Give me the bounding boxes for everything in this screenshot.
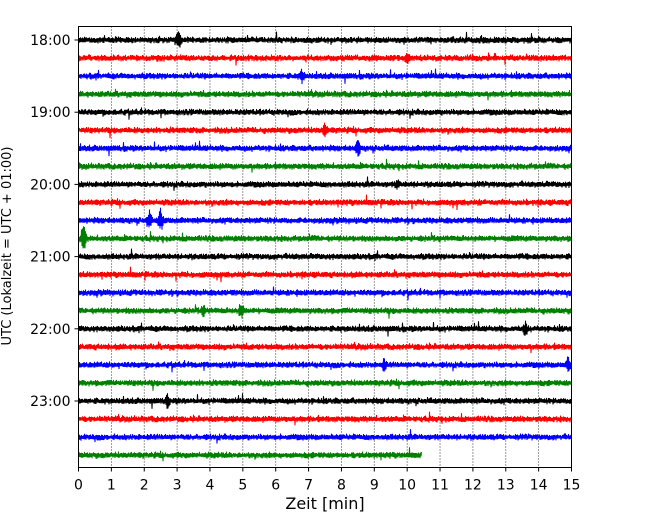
trace-1915 xyxy=(78,122,572,139)
y-tick-label: 23:00 xyxy=(30,394,70,410)
trace-2015 xyxy=(78,194,572,211)
trace-1830 xyxy=(78,68,572,85)
trace-2215 xyxy=(78,341,572,354)
trace-2130 xyxy=(78,286,572,301)
trace-2045 xyxy=(78,226,572,249)
y-tick-label: 22:00 xyxy=(30,322,70,338)
x-tick-label: 13 xyxy=(497,478,515,494)
trace-2315 xyxy=(78,411,572,426)
x-axis-ticks: 0 1 2 3 4 5 6 7 8 9 10 11 12 13 14 15 xyxy=(74,467,581,494)
trace-2230 xyxy=(78,356,572,373)
x-tick-label: 12 xyxy=(464,478,482,494)
y-axis-ticks: 18:00 19:00 20:00 21:00 22:00 23:00 xyxy=(30,33,79,410)
x-tick-label: 5 xyxy=(238,478,247,494)
y-tick-label: 18:00 xyxy=(30,33,70,49)
x-tick-label: 3 xyxy=(173,478,182,494)
x-tick-label: 7 xyxy=(304,478,313,494)
trace-2030 xyxy=(78,207,572,230)
trace-1945 xyxy=(78,158,572,173)
y-tick-label: 20:00 xyxy=(30,177,70,193)
trace-2145 xyxy=(78,304,572,319)
trace-1815 xyxy=(78,52,572,66)
trace-2115 xyxy=(78,266,572,283)
x-tick-label: 9 xyxy=(370,478,379,494)
seismogram-traces xyxy=(78,31,572,462)
trace-2300 xyxy=(78,393,572,409)
trace-1845 xyxy=(78,88,572,101)
x-tick-label: 10 xyxy=(398,478,416,494)
plot-frame xyxy=(78,26,572,468)
x-tick-label: 2 xyxy=(140,478,149,494)
x-tick-label: 8 xyxy=(337,478,346,494)
x-tick-label: 1 xyxy=(107,478,116,494)
y-tick-label: 21:00 xyxy=(30,250,70,266)
trace-2200 xyxy=(78,320,572,337)
x-axis-label: Zeit [min] xyxy=(285,494,364,513)
trace-1900 xyxy=(78,107,572,120)
trace-2000 xyxy=(78,176,572,191)
x-tick-label: 15 xyxy=(563,478,581,494)
x-tick-label: 6 xyxy=(271,478,280,494)
trace-1930 xyxy=(78,140,572,157)
y-axis-label: UTC (Lokalzeit = UTC + 01:00) xyxy=(0,147,15,346)
trace-2345 xyxy=(78,447,422,462)
trace-2100 xyxy=(78,248,572,262)
x-tick-label: 14 xyxy=(530,478,548,494)
trace-2245 xyxy=(78,378,572,391)
x-tick-label: 0 xyxy=(74,478,83,494)
trace-1800 xyxy=(78,31,572,48)
x-tick-label: 4 xyxy=(206,478,215,494)
x-tick-label: 11 xyxy=(431,478,449,494)
y-tick-label: 19:00 xyxy=(30,105,70,121)
trace-2330 xyxy=(78,429,572,444)
